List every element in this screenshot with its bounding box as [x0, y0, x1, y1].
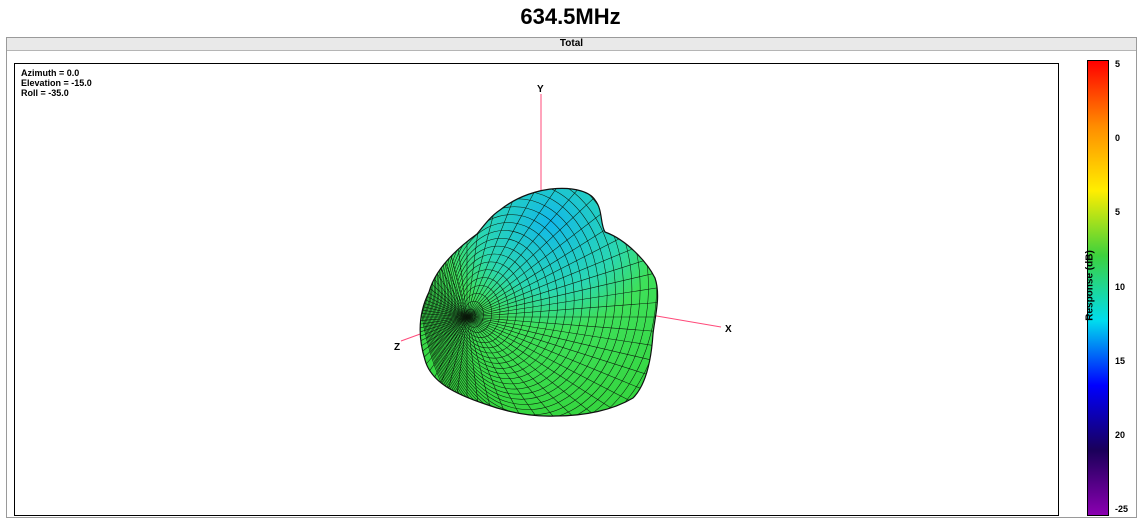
colorbar-tick-5: 20: [1115, 429, 1126, 440]
elevation-readout: Elevation = -15.0: [21, 78, 92, 88]
chart-title: 634.5MHz: [520, 4, 621, 29]
x-axis-line: [644, 313, 722, 328]
colorbar-label: Response (dB): [1084, 250, 1096, 321]
azimuth-readout: Azimuth = 0.0: [21, 68, 80, 78]
pattern-scene: Y X Z: [394, 84, 732, 417]
roll-readout: Roll = -35.0: [21, 88, 69, 98]
z-axis-label: Z: [394, 342, 400, 353]
panel-title: Total: [559, 38, 584, 49]
panel-header: Total: [7, 38, 1136, 51]
colorbar-tick-3: 10: [1115, 281, 1126, 292]
colorbar-tick-1: 0: [1115, 133, 1121, 144]
view-info: Azimuth = 0.0 Elevation = -15.0 Roll = -…: [21, 68, 92, 98]
colorbar-tick-4: 15: [1115, 355, 1126, 366]
colorbar-tick-2: 5: [1115, 207, 1121, 218]
colorbar-tick-6: -25: [1115, 504, 1129, 514]
colorbar-tick-0: 5: [1115, 59, 1121, 69]
plot-area[interactable]: Azimuth = 0.0 Elevation = -15.0 Roll = -…: [14, 63, 1059, 516]
x-axis-label: X: [725, 324, 732, 335]
y-axis-label: Y: [537, 84, 544, 95]
colorbar: [1087, 60, 1109, 516]
